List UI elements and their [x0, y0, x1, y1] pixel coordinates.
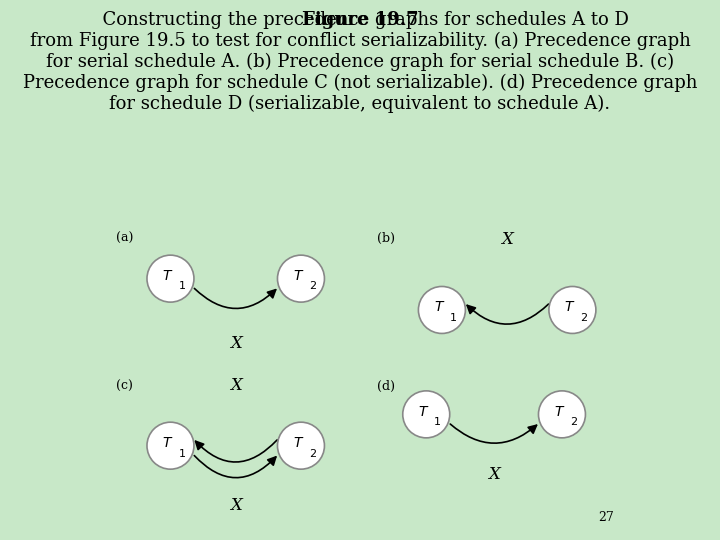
Text: (a): (a) [116, 232, 133, 245]
Text: (b): (b) [377, 232, 395, 245]
Text: $T$: $T$ [292, 436, 304, 450]
Text: 1: 1 [179, 281, 186, 292]
FancyArrowPatch shape [467, 304, 549, 324]
Text: 1: 1 [434, 417, 441, 427]
Text: $T$: $T$ [433, 300, 445, 314]
Circle shape [539, 391, 585, 438]
Text: 1: 1 [450, 313, 457, 323]
Text: $T$: $T$ [418, 405, 429, 418]
Text: $T$: $T$ [292, 269, 304, 283]
Circle shape [147, 422, 194, 469]
Text: Figure 19.7: Figure 19.7 [302, 11, 418, 29]
Text: 2: 2 [309, 281, 316, 292]
Text: $T$: $T$ [564, 300, 575, 314]
Text: 27: 27 [598, 511, 614, 524]
Text: (c): (c) [116, 380, 132, 394]
Text: $T$: $T$ [162, 436, 174, 450]
Text: X: X [488, 466, 500, 483]
Text: 2: 2 [309, 449, 316, 458]
Text: (d): (d) [377, 380, 395, 394]
Circle shape [147, 255, 194, 302]
Text: $T$: $T$ [162, 269, 174, 283]
Text: 2: 2 [570, 417, 577, 427]
Text: 1: 1 [179, 449, 186, 458]
Text: Constructing the precedence graphs for schedules A to D
from Figure 19.5 to test: Constructing the precedence graphs for s… [23, 11, 697, 113]
Text: X: X [230, 377, 242, 394]
Text: X: X [230, 497, 242, 514]
Text: $T$: $T$ [554, 405, 565, 418]
Text: 2: 2 [580, 313, 588, 323]
Circle shape [277, 422, 325, 469]
Circle shape [418, 286, 465, 333]
Circle shape [277, 255, 325, 302]
Circle shape [402, 391, 450, 438]
FancyArrowPatch shape [450, 424, 536, 443]
Text: X: X [230, 335, 242, 353]
FancyArrowPatch shape [194, 456, 276, 478]
FancyArrowPatch shape [194, 288, 276, 308]
Circle shape [549, 286, 596, 333]
Text: X: X [501, 231, 513, 248]
FancyArrowPatch shape [196, 440, 277, 462]
